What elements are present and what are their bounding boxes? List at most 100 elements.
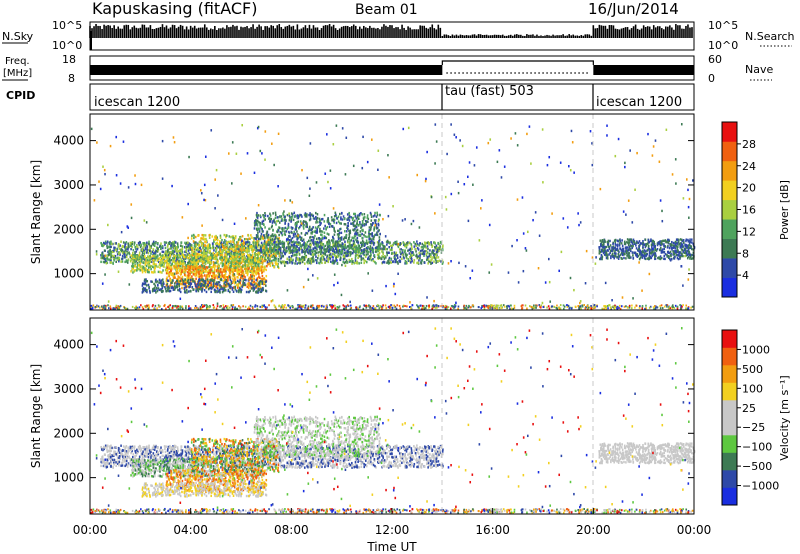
heatmap-cell bbox=[277, 242, 280, 246]
heatmap-cell bbox=[263, 267, 266, 271]
heatmap-cell bbox=[274, 252, 277, 255]
heatmap-cell bbox=[300, 232, 303, 235]
heatmap-cell bbox=[229, 277, 231, 280]
heatmap-cell bbox=[248, 254, 251, 257]
heatmap-cell bbox=[307, 229, 310, 233]
heatmap-cell bbox=[119, 251, 121, 254]
heatmap-cell bbox=[260, 232, 263, 236]
heatmap-cell bbox=[373, 235, 375, 238]
heatmap-cell bbox=[132, 255, 135, 259]
heatmap-cell bbox=[290, 216, 293, 220]
heatmap-cell bbox=[249, 259, 252, 262]
heatmap-cell bbox=[269, 259, 271, 263]
heatmap-cell bbox=[386, 247, 389, 251]
heatmap-cell bbox=[350, 222, 352, 225]
heatmap-cell bbox=[422, 247, 425, 250]
heatmap-cell bbox=[174, 241, 177, 244]
heatmap-cell bbox=[178, 269, 181, 273]
heatmap-cell bbox=[377, 230, 379, 233]
heatmap-cell bbox=[292, 258, 294, 262]
heatmap-cell bbox=[310, 232, 313, 235]
heatmap-cell bbox=[271, 259, 273, 263]
heatmap-cell bbox=[348, 237, 350, 241]
heatmap-cell bbox=[302, 220, 305, 223]
heatmap-cell bbox=[305, 250, 307, 253]
heatmap-cell bbox=[264, 226, 266, 229]
heatmap-cell bbox=[292, 246, 295, 249]
heatmap-cell bbox=[372, 238, 375, 241]
heatmap-cell bbox=[207, 243, 210, 246]
heatmap-cell bbox=[213, 262, 216, 265]
heatmap-cell bbox=[386, 243, 388, 246]
heatmap-cell bbox=[354, 254, 357, 257]
heatmap-cell bbox=[397, 262, 399, 265]
heatmap-cell bbox=[222, 269, 225, 272]
heatmap-cell bbox=[430, 241, 432, 244]
heatmap-cell bbox=[359, 252, 362, 255]
heatmap-cell bbox=[362, 216, 365, 219]
heatmap-cell bbox=[296, 238, 298, 241]
heatmap-cell bbox=[261, 230, 264, 233]
heatmap-cell bbox=[316, 229, 318, 233]
heatmap-cell bbox=[429, 253, 432, 256]
heatmap-cell bbox=[278, 221, 281, 224]
heatmap-cell bbox=[106, 254, 109, 258]
nave-label: Nave bbox=[745, 63, 773, 76]
heatmap-cell bbox=[357, 244, 360, 247]
heatmap-cell bbox=[296, 235, 299, 239]
heatmap-cell bbox=[196, 264, 199, 268]
heatmap-cell bbox=[138, 259, 140, 262]
heatmap-cell bbox=[247, 267, 250, 271]
heatmap-cell bbox=[255, 235, 258, 239]
heatmap-cell bbox=[274, 240, 276, 244]
heatmap-cell bbox=[263, 248, 266, 251]
heatmap-cell bbox=[186, 267, 189, 271]
heatmap-cell bbox=[152, 271, 155, 274]
heatmap-cell bbox=[253, 224, 256, 227]
heatmap-cell bbox=[193, 265, 195, 268]
heatmap-cell bbox=[224, 256, 226, 259]
heatmap-cell bbox=[260, 247, 262, 251]
heatmap-cell bbox=[372, 215, 375, 218]
heatmap-cell bbox=[236, 270, 238, 273]
heatmap-cell bbox=[219, 234, 222, 237]
heatmap-cell bbox=[433, 256, 436, 259]
heatmap-cell bbox=[280, 232, 283, 235]
heatmap-cell bbox=[140, 256, 142, 260]
heatmap-cell bbox=[140, 248, 143, 252]
heatmap-cell bbox=[243, 257, 245, 260]
heatmap-cell bbox=[106, 242, 108, 245]
heatmap-cell bbox=[242, 274, 245, 278]
heatmap-cell bbox=[257, 241, 259, 244]
heatmap-cell bbox=[207, 269, 210, 272]
heatmap-cell bbox=[138, 254, 141, 257]
heatmap-cell bbox=[354, 232, 357, 235]
heatmap-cell bbox=[353, 241, 355, 244]
heatmap-cell bbox=[253, 248, 256, 251]
heatmap-cell bbox=[189, 247, 192, 251]
heatmap-cell bbox=[350, 216, 352, 219]
heatmap-cell bbox=[278, 253, 281, 257]
heatmap-cell bbox=[289, 257, 292, 260]
heatmap-cell bbox=[215, 241, 218, 245]
heatmap-cell bbox=[361, 232, 363, 236]
heatmap-cell bbox=[327, 219, 330, 222]
cpid-segment-2: tau (fast) 503 bbox=[445, 84, 534, 99]
heatmap-cell bbox=[260, 278, 263, 281]
heatmap-cell bbox=[334, 260, 336, 263]
heatmap-cell bbox=[246, 257, 249, 260]
heatmap-cell bbox=[171, 242, 174, 245]
heatmap-cell bbox=[131, 267, 134, 271]
heatmap-cell bbox=[269, 238, 272, 242]
heatmap-cell bbox=[277, 248, 279, 252]
heatmap-cell bbox=[153, 244, 156, 247]
heatmap-cell bbox=[392, 252, 394, 255]
heatmap-cell bbox=[301, 244, 304, 247]
heatmap-cell bbox=[351, 236, 354, 240]
heatmap-cell bbox=[389, 248, 392, 252]
heatmap-cell bbox=[407, 259, 410, 262]
heatmap-cell bbox=[370, 215, 373, 219]
heatmap-cell bbox=[368, 258, 371, 261]
heatmap-cell bbox=[173, 265, 176, 268]
heatmap-cell bbox=[273, 218, 275, 222]
